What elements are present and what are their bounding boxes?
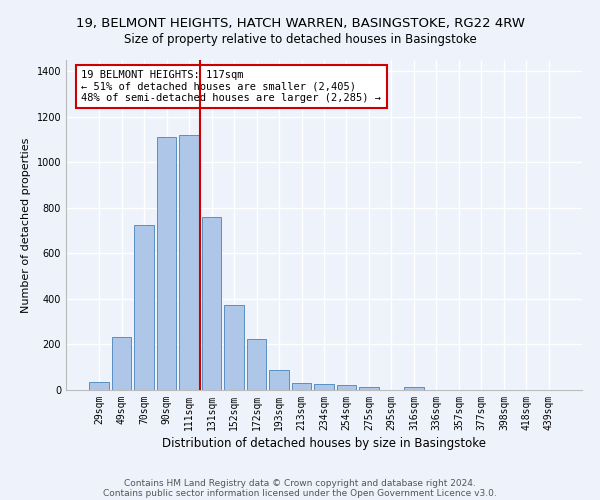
X-axis label: Distribution of detached houses by size in Basingstoke: Distribution of detached houses by size … [162, 437, 486, 450]
Text: Contains HM Land Registry data © Crown copyright and database right 2024.: Contains HM Land Registry data © Crown c… [124, 478, 476, 488]
Text: 19, BELMONT HEIGHTS, HATCH WARREN, BASINGSTOKE, RG22 4RW: 19, BELMONT HEIGHTS, HATCH WARREN, BASIN… [76, 18, 524, 30]
Bar [89, 382, 109, 390]
Y-axis label: Number of detached properties: Number of detached properties [21, 138, 31, 312]
Bar [404, 388, 424, 390]
Text: Size of property relative to detached houses in Basingstoke: Size of property relative to detached ho… [124, 32, 476, 46]
Bar [202, 217, 221, 390]
Bar [247, 339, 266, 390]
Text: Contains public sector information licensed under the Open Government Licence v3: Contains public sector information licen… [103, 488, 497, 498]
Bar [179, 135, 199, 390]
Bar [134, 225, 154, 390]
Bar [112, 336, 131, 390]
Bar [337, 386, 356, 390]
Text: 19 BELMONT HEIGHTS: 117sqm
← 51% of detached houses are smaller (2,405)
48% of s: 19 BELMONT HEIGHTS: 117sqm ← 51% of deta… [82, 70, 382, 103]
Bar [157, 138, 176, 390]
Bar [292, 382, 311, 390]
Bar [359, 386, 379, 390]
Bar [314, 384, 334, 390]
Bar [269, 370, 289, 390]
Bar [224, 304, 244, 390]
